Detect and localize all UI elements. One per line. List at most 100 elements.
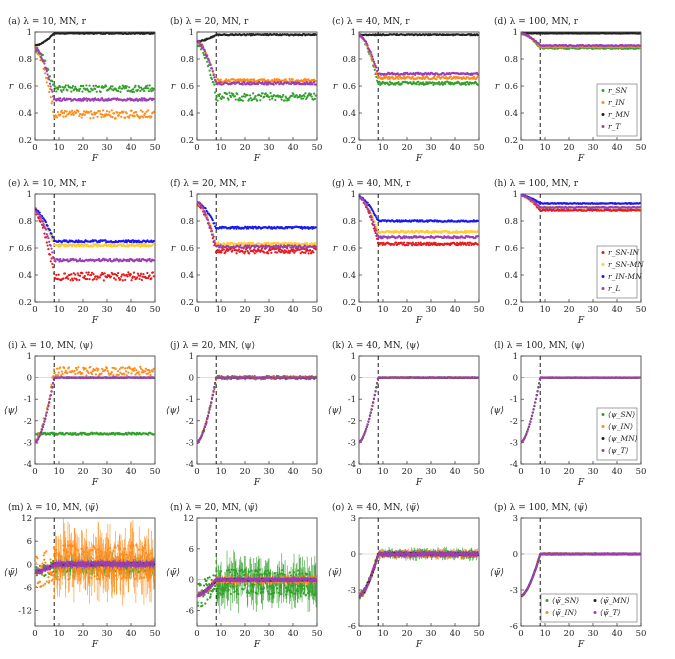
data-point xyxy=(149,88,152,91)
data-point xyxy=(113,112,116,115)
y-tick-label: 0.4 xyxy=(18,271,32,281)
data-point xyxy=(314,245,317,248)
data-point xyxy=(89,90,92,93)
data-point xyxy=(476,73,479,76)
x-tick-label: 10 xyxy=(216,143,227,153)
data-point xyxy=(109,275,113,278)
data-point xyxy=(64,115,67,118)
series-IN xyxy=(34,44,155,120)
x-axis-label: F xyxy=(415,154,423,164)
y-tick-label: 0.2 xyxy=(504,298,518,308)
data-point xyxy=(49,96,52,99)
data-point xyxy=(98,110,101,113)
data-point xyxy=(43,232,46,235)
data-point xyxy=(92,84,95,88)
data-point xyxy=(210,230,214,233)
data-point xyxy=(47,248,50,251)
data-point xyxy=(314,83,317,86)
data-point xyxy=(415,83,418,86)
data-point xyxy=(476,243,479,246)
data-point xyxy=(143,89,146,93)
y-tick-label: 1 xyxy=(27,190,32,200)
x-axis-label: F xyxy=(577,316,585,326)
data-point xyxy=(209,225,212,228)
x-tick-label: 0 xyxy=(194,143,199,153)
data-point xyxy=(78,257,82,260)
x-tick-label: 50 xyxy=(312,305,323,315)
y-tick-label: 0.8 xyxy=(342,217,356,227)
data-point xyxy=(301,97,305,100)
legend-marker xyxy=(601,89,605,92)
data-point xyxy=(52,266,55,269)
data-point xyxy=(34,47,37,50)
chart-panel-b: (b) λ = 20, MN, r0 10 20 30 40 500.20.40.60.8… xyxy=(170,16,322,164)
data-point xyxy=(147,109,150,112)
legend-label: r_IN xyxy=(608,98,625,107)
data-point xyxy=(136,272,139,275)
data-point xyxy=(82,112,85,115)
chart-panel-c: (c) λ = 40, MN, r0 10 20 30 40 500.20.40.60.8… xyxy=(332,16,484,164)
data-point xyxy=(116,271,120,275)
x-tick-label: 10 xyxy=(378,143,389,153)
chart-title: (g) λ = 40, MN, r xyxy=(332,178,411,189)
data-point xyxy=(53,85,56,88)
data-point xyxy=(59,85,62,89)
data-point xyxy=(202,46,205,49)
series-IN-MN xyxy=(358,195,479,223)
data-point xyxy=(214,242,217,245)
data-point xyxy=(207,222,210,225)
y-tick-label: 0.6 xyxy=(180,82,194,92)
data-point xyxy=(71,86,74,89)
data-point xyxy=(40,56,43,59)
chart-panel-e: (e) λ = 10, MN, r0 10 20 30 40 500.20.40.60.8… xyxy=(8,178,160,326)
data-point xyxy=(145,110,148,113)
data-point xyxy=(128,116,131,119)
x-tick-label: 0 xyxy=(518,305,523,315)
x-tick-label: 10 xyxy=(54,143,65,153)
data-point xyxy=(213,239,216,242)
data-point xyxy=(48,75,52,78)
y-tick-label: 0.2 xyxy=(180,298,194,308)
y-tick-label: 0.2 xyxy=(342,298,356,308)
data-point xyxy=(143,87,147,90)
data-point xyxy=(284,95,287,98)
data-point xyxy=(141,99,144,102)
data-point xyxy=(80,116,83,119)
data-point xyxy=(309,249,312,252)
data-point xyxy=(241,83,244,86)
data-point xyxy=(73,243,76,246)
x-tick-label: 10 xyxy=(540,305,551,315)
x-axis-label: F xyxy=(91,316,99,326)
y-tick-label: 0.6 xyxy=(18,82,32,92)
data-point xyxy=(52,95,55,98)
data-point xyxy=(402,241,406,244)
y-tick-label: 0.2 xyxy=(18,298,32,308)
data-point xyxy=(288,244,291,247)
data-point xyxy=(268,98,271,101)
data-point xyxy=(120,87,124,90)
data-point xyxy=(53,116,56,119)
data-point xyxy=(44,221,48,224)
data-point xyxy=(263,251,266,254)
data-point xyxy=(259,99,262,102)
data-point xyxy=(94,87,97,91)
x-tick-label: 40 xyxy=(288,143,299,153)
data-point xyxy=(95,278,98,281)
y-tick-label: 0.8 xyxy=(18,217,32,227)
data-point xyxy=(227,98,230,101)
x-tick-label: 40 xyxy=(612,143,623,153)
data-point xyxy=(233,95,237,98)
data-point xyxy=(42,60,45,63)
series-IN-MN xyxy=(520,193,641,205)
data-point xyxy=(152,87,155,90)
data-point xyxy=(220,97,223,101)
data-point xyxy=(638,201,641,205)
data-point xyxy=(45,233,48,236)
data-point xyxy=(116,89,120,93)
data-point xyxy=(365,204,368,207)
data-point xyxy=(67,112,71,115)
data-point xyxy=(212,235,215,238)
data-point xyxy=(105,84,108,88)
x-tick-label: 50 xyxy=(474,305,485,315)
data-point xyxy=(244,250,247,253)
